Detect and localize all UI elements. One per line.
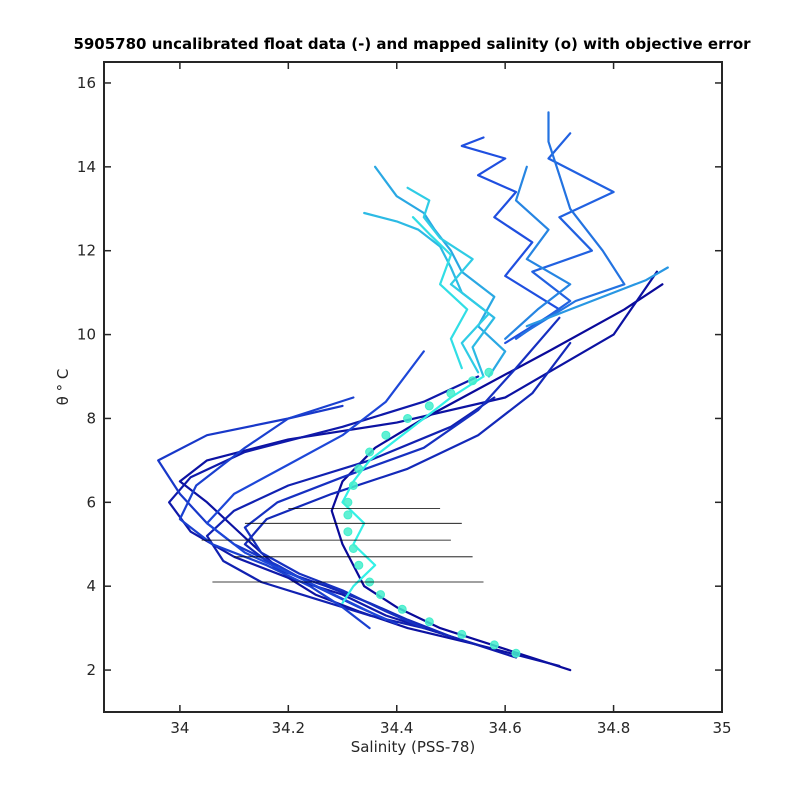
x-tick-label: 34.2	[272, 719, 305, 737]
profile-line-10	[460, 136, 561, 345]
profile-line-14	[525, 266, 669, 328]
mapped-salinity-point	[457, 629, 467, 639]
mapped-salinity-point	[354, 464, 364, 474]
mapped-salinity-point	[489, 640, 499, 650]
y-axis-label: θ ° C	[54, 369, 72, 406]
profile-line-19	[341, 375, 485, 605]
x-tick-label: 35	[712, 719, 731, 737]
mapped-salinity-point	[365, 447, 375, 457]
mapped-salinity-point	[343, 497, 353, 507]
y-tick-label: 2	[86, 661, 96, 679]
profile-line-4	[205, 396, 496, 647]
y-tick-label: 8	[86, 409, 96, 427]
y-tick-label: 4	[86, 577, 96, 595]
x-tick-label: 34.4	[380, 719, 413, 737]
plot-frame	[103, 61, 723, 713]
profile-line-13	[504, 165, 572, 340]
profile-line-9	[205, 350, 425, 621]
profile-line-3	[168, 375, 518, 659]
mapped-salinity-point	[381, 430, 391, 440]
series-layer	[157, 111, 669, 672]
profile-line-15	[374, 165, 507, 378]
mapped-salinity-point	[354, 560, 364, 570]
profile-line-6	[243, 316, 561, 630]
error-bars-layer	[201, 508, 484, 583]
mapped-salinity-point	[403, 414, 413, 423]
y-tick-label: 6	[86, 493, 96, 511]
chart-title: 5905780 uncalibrated float data (-) and …	[73, 35, 751, 53]
mapped-salinity-point	[468, 376, 478, 386]
profile-line-12	[520, 111, 626, 336]
mapped-salinity-point	[348, 481, 358, 490]
y-tick-label: 16	[77, 74, 96, 92]
profile-line-16	[363, 211, 496, 378]
mapped-salinity-point	[397, 604, 407, 614]
x-tick-label: 34.6	[488, 719, 521, 737]
mapped-salinity-point	[343, 527, 353, 537]
mapped-salinity-point	[376, 590, 385, 600]
profile-line-8	[178, 396, 371, 630]
mapped-salinity-point	[343, 510, 353, 520]
x-tick-label: 34.8	[597, 719, 630, 737]
y-tick-label: 12	[77, 242, 96, 260]
mapped-salinity-point	[511, 648, 521, 658]
y-tick-label: 14	[77, 158, 96, 176]
profile-line-11	[514, 132, 615, 340]
y-axis: 2 4 6 8 10 12 14 16	[77, 74, 722, 679]
profile-line-18	[411, 216, 469, 370]
y-tick-label: 10	[77, 326, 96, 344]
profile-line-1	[330, 283, 664, 672]
mapped-salinity-point	[424, 401, 434, 411]
profile-line-17	[406, 186, 490, 374]
mapped-salinity-point	[424, 617, 434, 627]
x-axis-label: Salinity (PSS-78)	[351, 738, 476, 756]
x-axis: 34 34.2 34.4 34.6 34.8 35	[170, 62, 732, 737]
mapped-salinity-point	[446, 388, 456, 398]
mapped-salinity-point	[484, 367, 494, 377]
mapped-salinity-point	[348, 544, 358, 553]
x-tick-label: 34	[170, 719, 189, 737]
